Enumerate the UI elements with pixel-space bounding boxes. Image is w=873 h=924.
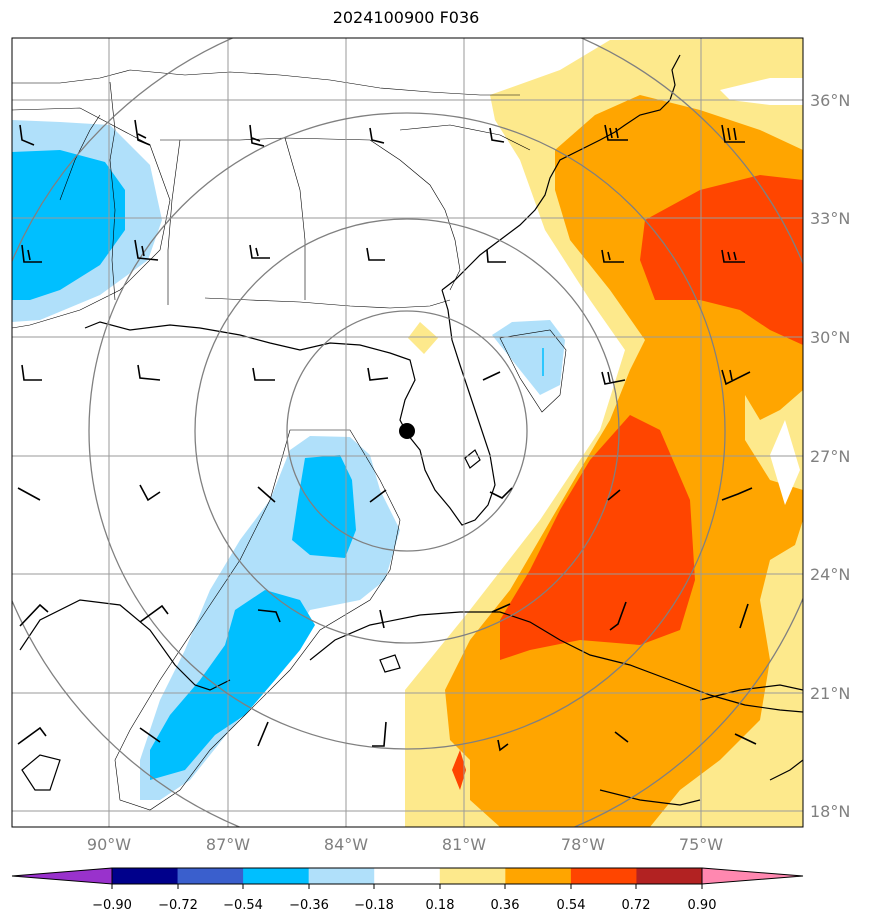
lat-label: 33°N: [810, 209, 850, 228]
map-title: 2024100900 F036: [332, 8, 480, 27]
colorbar-label: 0.36: [491, 898, 520, 913]
colorbar-label: 0.72: [622, 898, 651, 913]
colorbar-label: 0.90: [688, 898, 717, 913]
colorbar-swatch: [570, 868, 637, 884]
map-area: [12, 38, 803, 827]
colorbar-swatch: [243, 868, 310, 884]
colorbar-label: −0.18: [354, 898, 394, 913]
map-frame: [11, 37, 804, 828]
colorbar-swatch: [505, 868, 572, 884]
colorbar-labels: −0.90 −0.72 −0.54 −0.36 −0.18 0.18 0.36 …: [92, 898, 716, 913]
lon-label: 75°W: [679, 835, 723, 854]
lat-label: 18°N: [810, 802, 850, 821]
colorbar-swatch: [636, 868, 703, 884]
contour-lines: [12, 107, 567, 811]
lat-label: 30°N: [810, 328, 850, 347]
range-rings: [12, 38, 803, 827]
latitude-labels: 36°N 33°N 30°N 27°N 24°N 21°N 18°N: [810, 91, 850, 821]
state-borders: [12, 69, 531, 309]
lat-label: 24°N: [810, 565, 850, 584]
colorbar-label: −0.54: [223, 898, 263, 913]
lat-label: 27°N: [810, 447, 850, 466]
colorbar-extend-min: [11, 867, 113, 885]
lon-label: 87°W: [206, 835, 250, 854]
colorbar-extend-max: [701, 867, 804, 885]
colorbar-swatch: [374, 868, 441, 884]
colorbar-label: −0.72: [158, 898, 198, 913]
longitude-labels: 90°W 87°W 84°W 81°W 78°W 75°W: [87, 835, 723, 854]
lon-label: 81°W: [442, 835, 486, 854]
lon-label: 78°W: [561, 835, 605, 854]
lon-label: 90°W: [87, 835, 131, 854]
colorbar-label: 0.18: [426, 898, 455, 913]
colorbar-swatch: [439, 868, 506, 884]
colorbar-ticks: [111, 884, 703, 889]
lon-label: 84°W: [324, 835, 368, 854]
lat-label: 21°N: [810, 684, 850, 703]
storm-center-marker: [399, 423, 415, 439]
colorbar-swatch: [308, 868, 375, 884]
colorbar-label: −0.36: [289, 898, 329, 913]
colorbar-swatches: [11, 867, 804, 885]
colorbar-swatch: [177, 868, 244, 884]
colorbar-swatch: [112, 868, 179, 884]
wind-barbs: [17, 119, 757, 752]
lat-label: 36°N: [810, 91, 850, 110]
colorbar-label: −0.90: [92, 898, 132, 913]
colorbar: −0.90 −0.72 −0.54 −0.36 −0.18 0.18 0.36 …: [11, 867, 804, 913]
positive-anomaly-white-pocket: [720, 78, 803, 505]
colorbar-label: 0.54: [557, 898, 586, 913]
colorbar-frame: [111, 867, 703, 885]
